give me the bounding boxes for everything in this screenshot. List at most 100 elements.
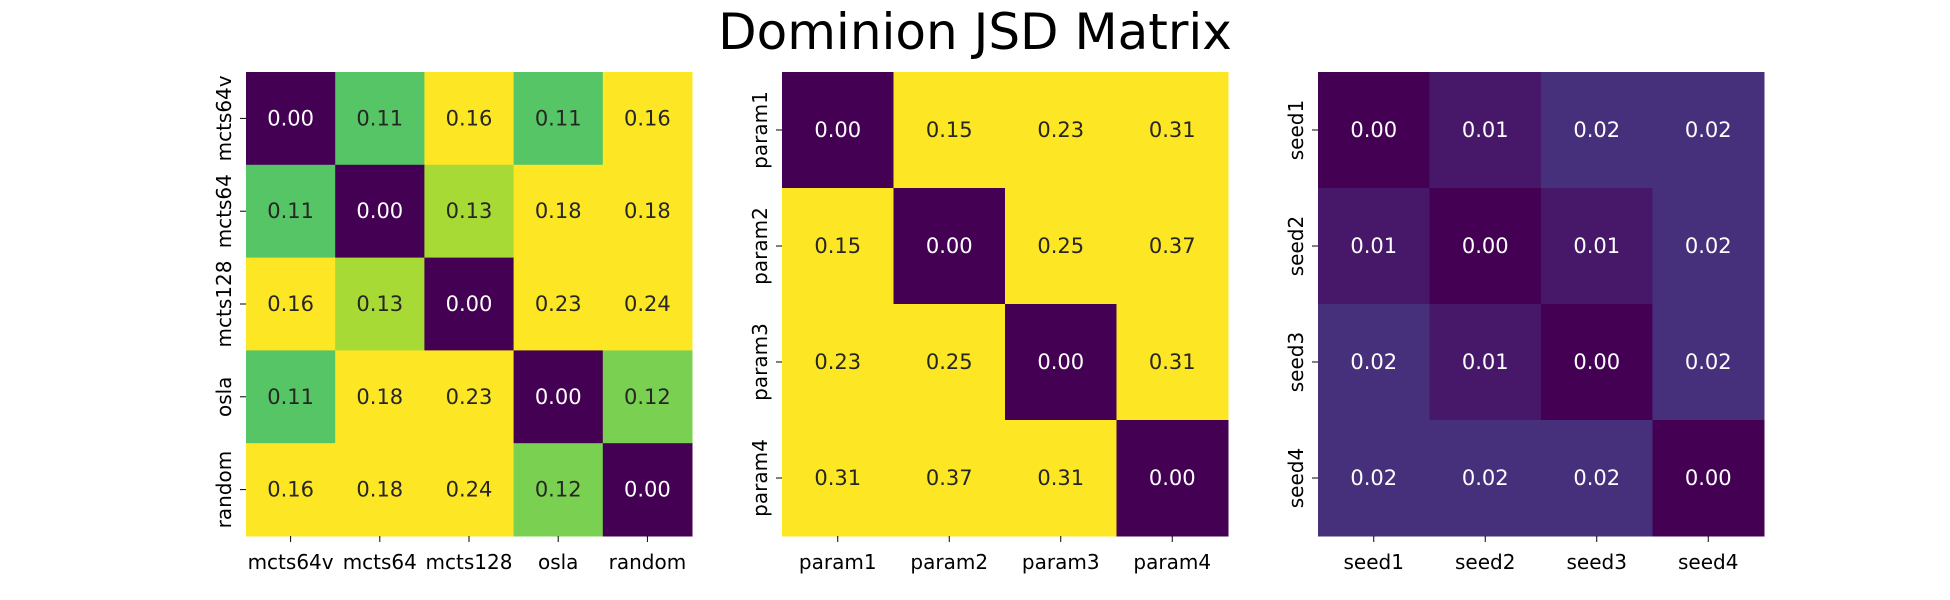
heatmap-cell [424, 164, 515, 259]
y-tick-label: seed1 [1284, 100, 1308, 160]
x-tick-label: seed4 [1678, 550, 1738, 574]
heatmap-cell [335, 72, 425, 166]
heatmap-cell [893, 72, 1006, 189]
cell-value-label: 0.16 [624, 106, 671, 130]
x-tick-label: mcts64 [343, 550, 417, 574]
heatmap-cell [513, 443, 604, 537]
cell-value-label: 0.12 [535, 478, 582, 502]
cell-value-label: 0.15 [926, 118, 973, 142]
heatmap-cell [1541, 420, 1653, 537]
heatmap-cell [335, 257, 425, 351]
cell-value-label: 0.16 [267, 478, 314, 502]
y-tick-label: mcts64 [212, 174, 236, 248]
y-tick-label: mcts64v [212, 75, 236, 161]
y-tick-label: param3 [748, 323, 772, 401]
heatmap-cell [1429, 72, 1542, 189]
x-tick-label: param1 [799, 550, 877, 574]
cell-value-label: 0.02 [1462, 466, 1509, 490]
cell-value-label: 0.00 [1573, 350, 1620, 374]
heatmap-cell [602, 443, 693, 537]
heatmap-cell [1541, 304, 1653, 421]
heatmap-cell [1652, 188, 1765, 305]
cell-value-label: 0.00 [356, 199, 403, 223]
cell-value-label: 0.00 [1149, 466, 1196, 490]
cell-value-label: 0.37 [926, 466, 973, 490]
x-tick-label: random [609, 550, 687, 574]
x-tick-label: seed2 [1455, 550, 1515, 574]
cell-value-label: 0.24 [446, 478, 493, 502]
heatmap-cell [246, 72, 336, 166]
x-tick-label: mcts64v [248, 550, 334, 574]
heatmap-cell [1005, 72, 1117, 189]
heatmap-cell [335, 443, 425, 537]
cell-value-label: 0.00 [926, 234, 973, 258]
cell-value-label: 0.02 [1350, 350, 1397, 374]
cell-value-label: 0.01 [1573, 234, 1620, 258]
y-tick-label: seed2 [1284, 216, 1308, 276]
cell-value-label: 0.18 [535, 199, 582, 223]
cell-value-label: 0.00 [267, 106, 314, 130]
cell-value-label: 0.11 [356, 106, 403, 130]
cell-value-label: 0.24 [624, 292, 671, 316]
heatmap-cell [513, 164, 604, 259]
heatmap-cell [1005, 188, 1117, 305]
heatmap-cell [1318, 420, 1430, 537]
cell-value-label: 0.11 [267, 199, 314, 223]
y-tick-label: seed3 [1284, 332, 1308, 392]
cell-value-label: 0.02 [1685, 118, 1732, 142]
cell-value-label: 0.23 [446, 385, 493, 409]
heatmap-cell [1652, 72, 1765, 189]
cell-value-label: 0.15 [814, 234, 861, 258]
heatmap-cell [782, 72, 894, 189]
heatmap-cell [1318, 188, 1430, 305]
cell-value-label: 0.00 [814, 118, 861, 142]
heatmap-cell [602, 164, 693, 259]
cell-value-label: 0.25 [1037, 234, 1084, 258]
heatmap-cell [335, 350, 425, 444]
cell-value-label: 0.02 [1573, 118, 1620, 142]
cell-value-label: 0.16 [446, 106, 493, 130]
y-tick-label: param1 [748, 91, 772, 169]
cell-value-label: 0.31 [1037, 466, 1084, 490]
x-tick-label: param3 [1022, 550, 1100, 574]
cell-value-label: 0.23 [814, 350, 861, 374]
heatmap-cell [246, 350, 336, 444]
heatmap-cell [1116, 72, 1229, 189]
cell-value-label: 0.13 [356, 292, 403, 316]
heatmap-cell [1541, 188, 1653, 305]
cell-value-label: 0.01 [1462, 350, 1509, 374]
cell-value-label: 0.00 [1037, 350, 1084, 374]
cell-value-label: 0.37 [1149, 234, 1196, 258]
heatmap-cell [1005, 420, 1117, 537]
heatmap-cell [893, 420, 1006, 537]
heatmap-cell [782, 304, 894, 421]
cell-value-label: 0.00 [1350, 118, 1397, 142]
cell-value-label: 0.13 [446, 199, 493, 223]
cell-value-label: 0.31 [814, 466, 861, 490]
cell-value-label: 0.31 [1149, 118, 1196, 142]
heatmap-cell [424, 443, 515, 537]
cell-value-label: 0.18 [356, 385, 403, 409]
heatmap-cell [1116, 304, 1229, 421]
cell-value-label: 0.02 [1685, 350, 1732, 374]
cell-value-label: 0.02 [1573, 466, 1620, 490]
cell-value-label: 0.16 [267, 292, 314, 316]
heatmap-cell [424, 257, 515, 351]
heatmap-cell [1005, 304, 1117, 421]
heatmap-cell [246, 164, 336, 259]
x-tick-label: mcts128 [426, 550, 513, 574]
y-tick-label: seed4 [1284, 448, 1308, 508]
heatmap-cell [602, 257, 693, 351]
y-tick-label: mcts128 [212, 261, 236, 348]
cell-value-label: 0.31 [1149, 350, 1196, 374]
y-tick-label: random [212, 451, 236, 529]
x-tick-label: osla [538, 550, 578, 574]
cell-value-label: 0.00 [535, 385, 582, 409]
heatmap-cell [893, 188, 1006, 305]
cell-value-label: 0.12 [624, 385, 671, 409]
cell-value-label: 0.11 [535, 106, 582, 130]
heatmap-cell [1116, 420, 1229, 537]
cell-value-label: 0.11 [267, 385, 314, 409]
